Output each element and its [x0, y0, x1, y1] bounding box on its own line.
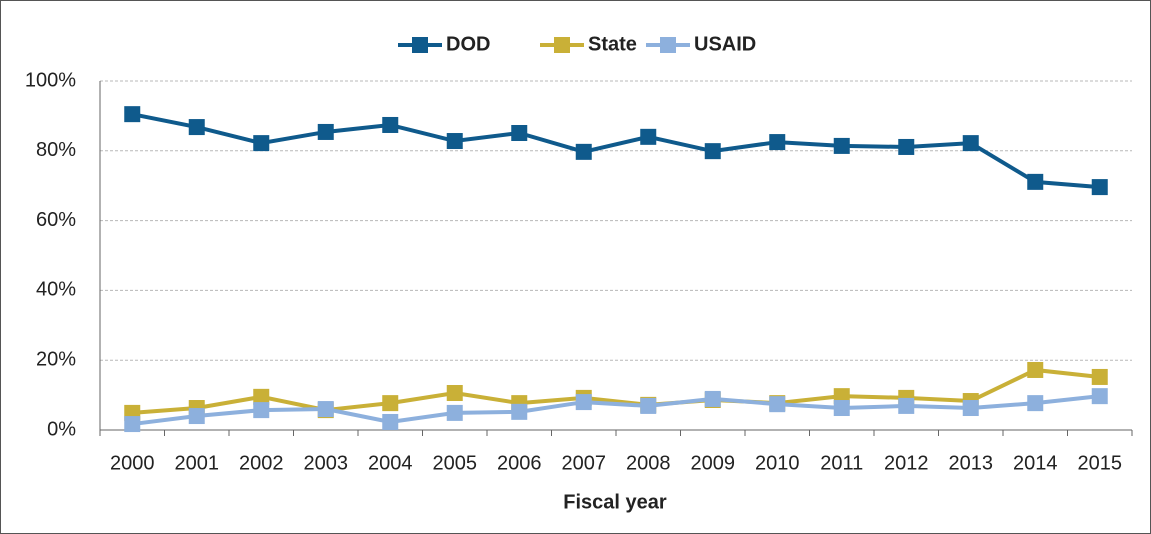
x-tick-label: 2014 — [1013, 452, 1058, 474]
y-tick-label: 0% — [47, 418, 76, 440]
marker — [511, 125, 528, 142]
marker — [124, 106, 141, 123]
x-tick-label: 2011 — [820, 452, 863, 474]
marker — [833, 400, 850, 417]
y-tick-label: 80% — [36, 139, 76, 161]
x-tick-label: 2008 — [626, 452, 671, 474]
marker — [704, 143, 721, 160]
marker — [1027, 395, 1044, 412]
legend-marker — [412, 37, 428, 53]
marker — [575, 394, 592, 411]
marker — [833, 137, 850, 154]
marker — [1027, 173, 1044, 190]
marker — [382, 413, 399, 430]
x-tick-label: 2002 — [239, 452, 284, 474]
marker — [898, 138, 915, 155]
y-tick-label: 20% — [36, 348, 76, 370]
marker — [962, 400, 979, 417]
marker — [640, 397, 657, 414]
marker — [188, 408, 205, 425]
x-tick-label: 2007 — [562, 452, 607, 474]
marker — [1091, 388, 1108, 405]
legend-marker — [554, 37, 570, 53]
marker — [188, 119, 205, 136]
x-tick-label: 2003 — [304, 452, 349, 474]
marker — [446, 404, 463, 421]
marker — [253, 388, 270, 405]
marker — [769, 134, 786, 151]
marker — [446, 133, 463, 150]
marker — [1027, 361, 1044, 378]
marker — [124, 416, 141, 433]
series-line — [132, 394, 1100, 427]
marker — [640, 128, 657, 145]
legend-marker — [660, 37, 676, 53]
x-tick-label: 2006 — [497, 452, 542, 474]
x-tick-label: 2000 — [110, 452, 155, 474]
x-tick-label: 2001 — [175, 452, 220, 474]
marker — [704, 390, 721, 407]
marker — [1091, 368, 1108, 385]
x-axis-title: Fiscal year — [563, 491, 667, 513]
x-tick-label: 2004 — [368, 452, 413, 474]
marker — [317, 401, 334, 418]
marker — [1091, 179, 1108, 196]
marker — [253, 402, 270, 419]
marker — [446, 385, 463, 402]
x-tick-label: 2010 — [755, 452, 800, 474]
series-line — [131, 112, 1100, 190]
x-tick-label: 2013 — [949, 452, 994, 474]
legend-label: USAID — [694, 33, 756, 55]
marker — [769, 396, 786, 413]
y-tick-label: 60% — [36, 209, 76, 231]
x-tick-label: 2009 — [691, 452, 736, 474]
marker — [898, 397, 915, 414]
marker — [253, 135, 270, 152]
legend-label: DOD — [446, 33, 490, 55]
marker — [382, 395, 399, 412]
marker — [962, 135, 979, 152]
series-line — [132, 367, 1100, 415]
marker — [317, 123, 334, 140]
y-tick-label: 40% — [36, 279, 76, 301]
marker — [382, 116, 399, 133]
x-tick-label: 2012 — [884, 452, 929, 474]
marker — [511, 403, 528, 420]
x-tick-label: 2015 — [1078, 452, 1123, 474]
x-tick-label: 2005 — [433, 452, 478, 474]
marker — [575, 143, 592, 160]
legend-label: State — [588, 33, 637, 55]
y-tick-label: 100% — [25, 69, 76, 91]
